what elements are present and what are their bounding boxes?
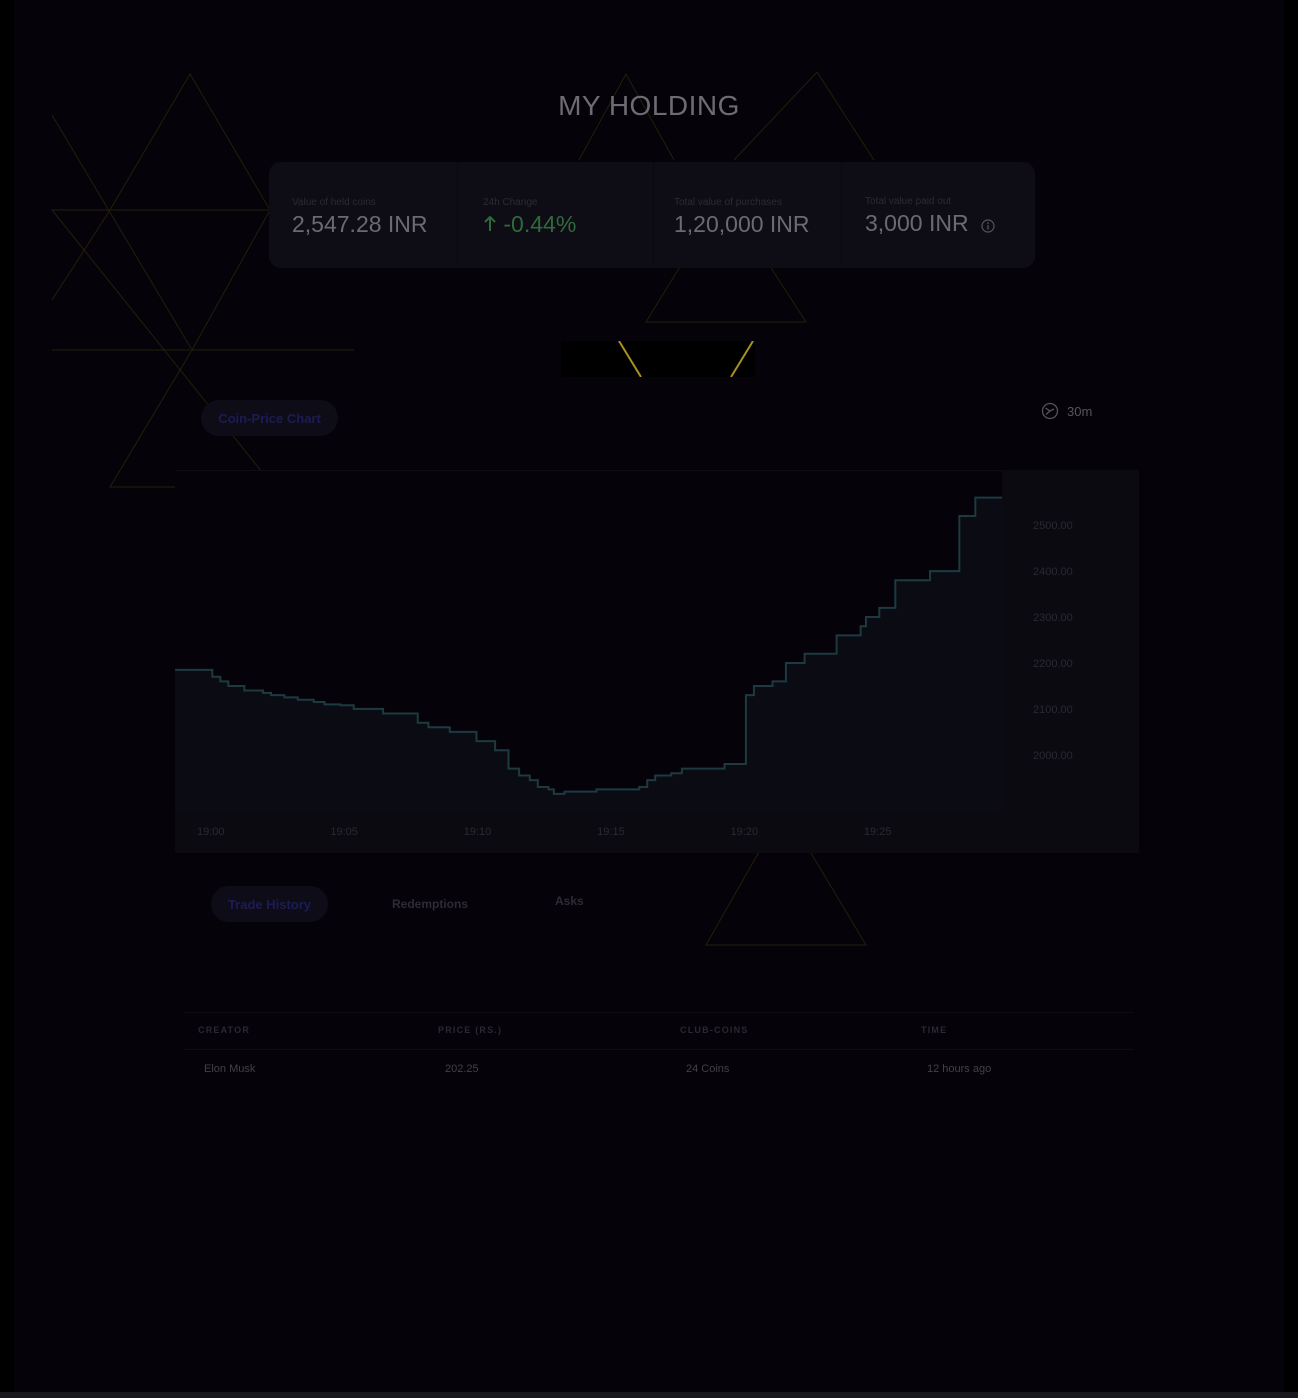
trade-history-table: CREATOR PRICE (RS.) CLUB-COINS TIME Elon… <box>184 1012 1134 1090</box>
stat-label: Total value of purchases <box>674 197 782 208</box>
arrow-up-icon <box>483 211 503 237</box>
table-row[interactable]: Elon Musk 202.25 24 Coins 12 hours ago <box>184 1050 1134 1090</box>
x-tick-label: 19:00 <box>197 826 225 838</box>
x-tick-label: 19:05 <box>330 826 358 838</box>
stat-total-purchases: Total value of purchases 1,20,000 INR <box>674 197 810 238</box>
stat-change-value: -0.44% <box>483 211 576 238</box>
tab-trade-history[interactable]: Trade History <box>211 886 328 922</box>
price-chart-svg: 2000.00 2100.00 2200.00 2300.00 2400.00 2500.… <box>175 470 1139 853</box>
column-header-creator: CREATOR <box>198 1025 251 1035</box>
column-header-time: TIME <box>921 1025 948 1035</box>
price-area <box>175 497 1002 810</box>
cell-club-coins: 24 Coins <box>686 1063 730 1075</box>
holdings-summary-card: Value of held coins 2,547.28 INR 24h Cha… <box>269 162 1035 268</box>
page: MY HOLDING Value of held coins 2,547.28 … <box>14 0 1284 1392</box>
y-tick-label: 2400.00 <box>1033 566 1073 578</box>
x-tick-label: 19:15 <box>597 826 625 838</box>
change-percent: -0.44% <box>503 211 577 237</box>
stat-total-paid-out: Total value paid out 3,000 INR <box>865 196 995 239</box>
cell-price: 202.25 <box>445 1063 479 1075</box>
x-axis-panel <box>175 810 1139 853</box>
x-tick-label: 19:20 <box>731 826 759 838</box>
x-tick-label: 19:10 <box>464 826 492 838</box>
tab-redemptions[interactable]: Redemptions <box>392 897 469 911</box>
stat-divider <box>841 162 842 268</box>
cell-time: 12 hours ago <box>927 1063 992 1075</box>
stat-divider <box>457 162 458 268</box>
interval-selector[interactable]: 30m <box>1041 402 1092 420</box>
stat-held-coins: Value of held coins 2,547.28 INR <box>292 197 428 238</box>
cell-creator: Elon Musk <box>204 1063 256 1075</box>
y-axis-panel <box>1002 470 1139 811</box>
page-title: MY HOLDING <box>558 90 740 121</box>
y-tick-label: 2100.00 <box>1033 704 1073 716</box>
tab-asks[interactable]: Asks <box>555 894 584 908</box>
column-header-club-coins: CLUB-COINS <box>680 1025 749 1035</box>
y-tick-label: 2200.00 <box>1033 658 1073 670</box>
column-header-price: PRICE (RS.) <box>438 1025 503 1035</box>
stat-24h-change: 24h Change -0.44% <box>483 197 576 238</box>
stat-value: 3,000 INR <box>865 210 969 236</box>
y-tick-label: 2500.00 <box>1033 520 1073 532</box>
logo-notch <box>561 340 755 378</box>
price-line <box>175 496 1002 795</box>
y-tick-label: 2300.00 <box>1033 612 1073 624</box>
table-header-row: CREATOR PRICE (RS.) CLUB-COINS TIME <box>184 1012 1134 1050</box>
stat-divider <box>653 162 654 268</box>
y-tick-label: 2000.00 <box>1033 750 1073 762</box>
stat-value: 1,20,000 INR <box>674 211 810 237</box>
clock-icon <box>1041 402 1059 420</box>
stat-label: 24h Change <box>483 197 538 208</box>
stat-label: Total value paid out <box>865 196 952 207</box>
bottom-strip <box>0 1392 1298 1398</box>
coin-price-chart-pill[interactable]: Coin-Price Chart <box>201 400 338 436</box>
info-icon[interactable] <box>981 212 995 239</box>
stat-label: Value of held coins <box>292 197 376 208</box>
x-tick-label: 19:25 <box>864 826 892 838</box>
coin-price-chart[interactable]: 2000.00 2100.00 2200.00 2300.00 2400.00 2500.… <box>175 470 1139 853</box>
stat-value: 2,547.28 INR <box>292 211 428 237</box>
interval-value: 30m <box>1067 403 1093 419</box>
stat-value-row: 3,000 INR <box>865 210 995 239</box>
